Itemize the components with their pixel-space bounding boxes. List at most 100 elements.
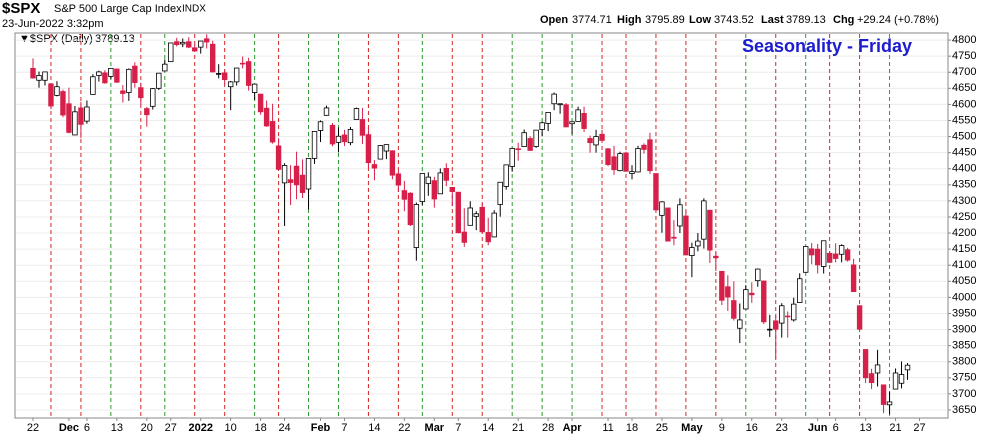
high-value: 3795.89 [645,14,685,26]
date: 23-Jun-2022 3:32pm [2,18,104,30]
candle-body [461,231,467,243]
candle-body [647,139,653,172]
candle-body [713,255,719,259]
y-tick-label: 3800 [952,356,976,368]
x-tick-label: Dec [59,422,79,434]
candle-body [449,186,455,192]
candle-body [90,76,96,95]
candle-body [162,63,168,72]
candle-body [293,165,300,186]
candle-body [347,129,354,144]
candle-body [761,280,767,323]
candle-body [323,107,330,116]
candle-body [791,303,797,321]
x-tick-label: 13 [859,422,871,434]
low-label: Low [689,14,711,26]
candle-body [755,268,761,282]
candle-body [221,72,228,81]
candle-body [359,119,366,136]
candle-body [850,264,857,292]
y-tick-label: 4600 [952,98,976,110]
candle-body [521,132,527,147]
x-tick-label: 21 [889,422,901,434]
legend: ▼$SPX (Daily) [19,33,93,45]
candle-body [108,67,114,77]
candle-body [731,300,737,319]
candle-body [886,401,893,406]
candle-body [808,248,815,256]
candle-body [443,168,450,181]
candle-body [60,91,66,116]
x-tick-label: 25 [656,422,668,434]
y-tick-label: 4000 [952,291,976,303]
x-tick-label: 2022 [188,422,212,434]
candle-body [491,212,497,238]
low-value: 3743.52 [714,14,754,26]
last-label: Last [761,14,784,26]
candle-body [563,104,569,128]
y-tick-label: 4700 [952,66,976,78]
x-tick-label: 24 [278,422,290,434]
candle-body [635,148,641,173]
candle-body [689,247,695,256]
y-tick-label: 4050 [952,275,976,287]
x-tick-label: 6 [84,422,90,434]
candle-body [844,249,851,261]
candle-body [431,180,438,200]
candle-body [269,121,276,143]
exchange: INDX [182,4,206,15]
candle-body [425,176,432,184]
candle-body [48,83,54,107]
open-value: 3774.71 [572,14,612,26]
candle-body [174,41,180,45]
candle-body [515,148,521,150]
legend-value: 3789.13 [95,33,135,45]
symbol: $SPX [2,0,40,17]
candle-body [743,289,749,310]
candle-body [437,172,444,195]
candle-body [263,107,270,127]
candle-body [802,246,809,273]
candle-body [868,373,875,384]
x-tick-label: 18 [254,422,266,434]
candle-body [904,364,911,371]
candle-body [665,207,671,242]
candle-body [826,252,833,263]
x-tick-label: 10 [225,422,237,434]
x-tick-label: 14 [482,422,494,434]
candle-body [683,215,689,256]
candle-body [341,134,348,143]
candle-body [617,153,623,172]
candle-body [623,152,629,172]
candle-body [671,236,677,239]
candle-body [856,305,863,330]
candle-body [749,292,755,296]
candle-body [72,111,78,136]
candle-body [587,138,593,144]
candle-body [84,106,90,122]
open-label: Open [540,14,568,26]
x-tick-label: 21 [512,422,524,434]
candle-body [36,75,42,81]
candle-body [479,206,485,233]
candle-body [737,319,743,329]
candle-body [54,86,60,96]
y-tick-label: 3750 [952,372,976,384]
candle-body [880,384,887,405]
candle-body [605,148,611,165]
candle-body [156,72,162,89]
candle-body [186,41,192,48]
x-tick-label: 27 [165,422,177,434]
candle-body [701,200,707,240]
y-tick-label: 3700 [952,388,976,400]
x-tick-label: Feb [311,422,331,434]
candle-body [773,320,779,330]
y-tick-label: 4300 [952,195,976,207]
candle-body [257,93,264,113]
candle-body [353,108,360,120]
chg-label: Chg [833,14,854,26]
candle-body [719,270,725,301]
candle-body [192,47,198,52]
candle-body [569,121,575,125]
candle-body [593,136,599,146]
